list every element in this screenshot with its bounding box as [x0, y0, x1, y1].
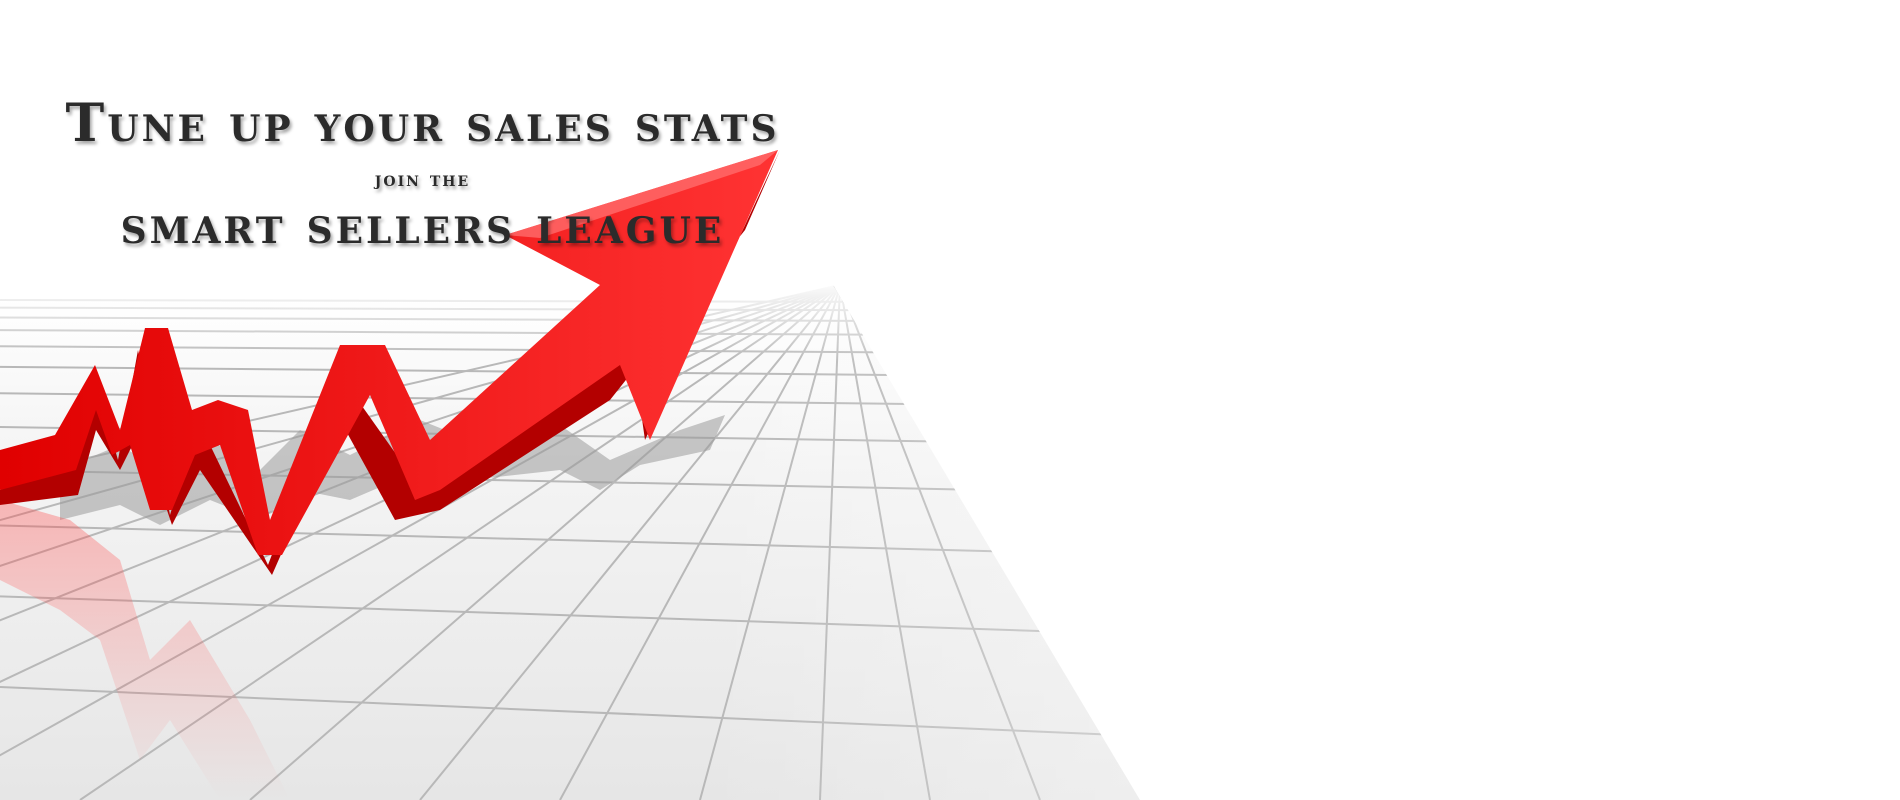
red-rising-arrow [0, 150, 778, 555]
arrow-reflection [0, 500, 290, 800]
headline-league-name: smart sellers league [120, 195, 725, 256]
headline-title: Tune up your sales stats [65, 93, 780, 154]
arrow-depth [0, 150, 780, 575]
headline-block: Tune up your sales stats join the smart … [0, 96, 845, 254]
headline-subline: join the [374, 167, 471, 191]
